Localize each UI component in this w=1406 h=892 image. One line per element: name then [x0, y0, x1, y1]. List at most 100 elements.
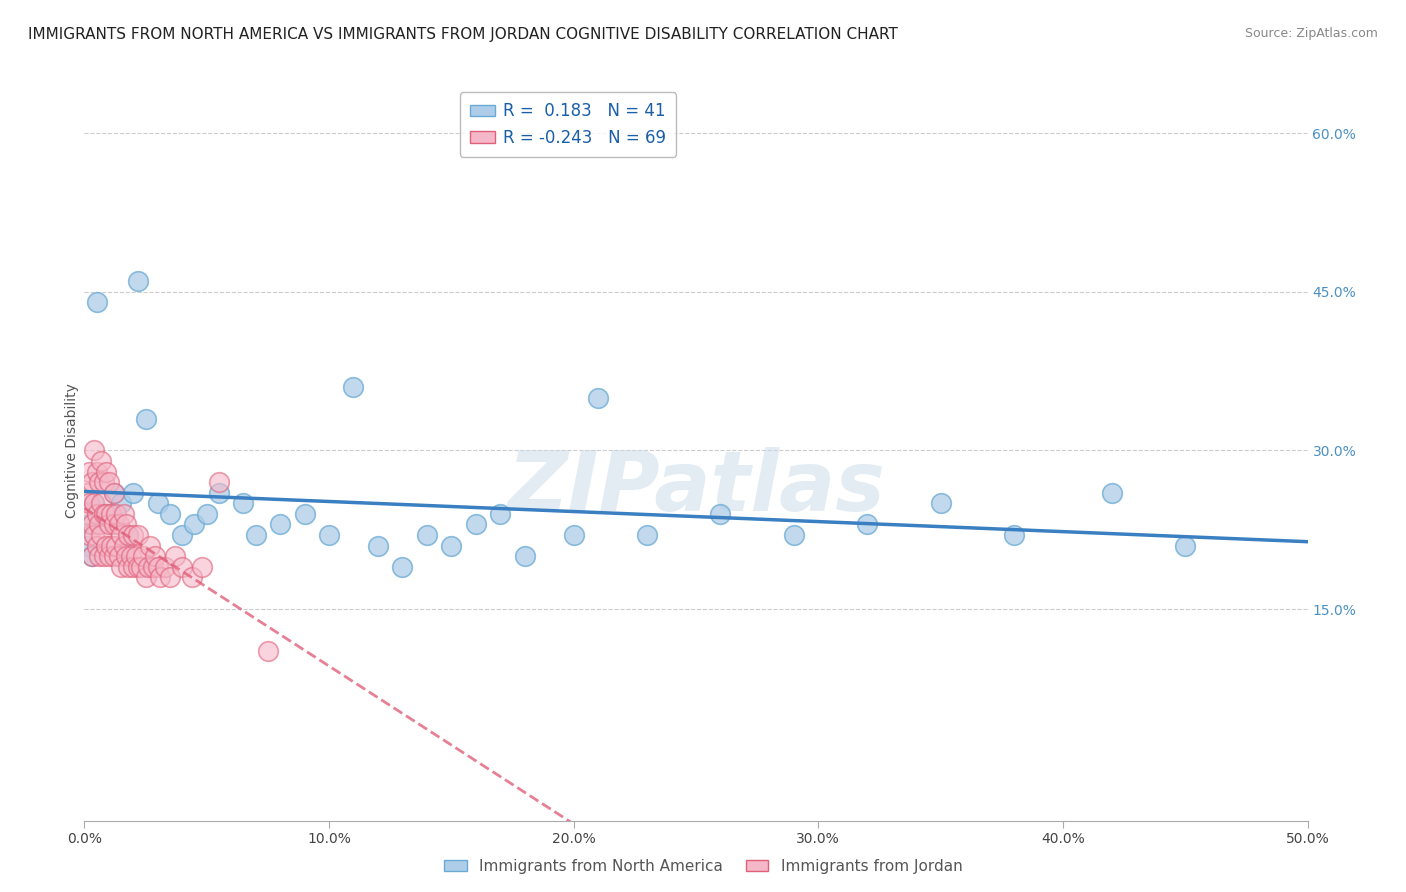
Point [129, 559, 152, 574]
Point [139, 539, 162, 553]
Point [318, 528, 340, 542]
Point [146, 559, 169, 574]
Point [90, 496, 112, 510]
Point [257, 644, 280, 658]
Point [143, 549, 166, 564]
Point [183, 517, 205, 532]
Point [80, 475, 103, 490]
Point [100, 539, 122, 553]
Point [76, 539, 98, 553]
Point [125, 549, 148, 564]
Point [1002, 528, 1025, 542]
Point [93, 507, 115, 521]
Point [83, 528, 105, 542]
Point [83, 496, 105, 510]
Point [97, 507, 120, 521]
Point [122, 485, 145, 500]
Point [100, 507, 122, 521]
Point [416, 528, 439, 542]
Point [105, 507, 128, 521]
Point [342, 380, 364, 394]
Point [208, 485, 231, 500]
Point [122, 528, 145, 542]
Point [112, 507, 135, 521]
Point [76, 485, 98, 500]
Legend: Immigrants from North America, Immigrants from Jordan: Immigrants from North America, Immigrant… [437, 853, 969, 880]
Point [122, 559, 145, 574]
Point [135, 570, 157, 584]
Point [115, 517, 138, 532]
Point [86, 507, 108, 521]
Text: IMMIGRANTS FROM NORTH AMERICA VS IMMIGRANTS FROM JORDAN COGNITIVE DISABILITY COR: IMMIGRANTS FROM NORTH AMERICA VS IMMIGRA… [28, 27, 898, 42]
Point [117, 559, 139, 574]
Point [83, 443, 105, 458]
Point [97, 475, 120, 490]
Point [149, 570, 172, 584]
Point [103, 485, 125, 500]
Point [1101, 485, 1123, 500]
Point [153, 559, 176, 574]
Point [103, 517, 125, 532]
Point [96, 465, 118, 479]
Point [103, 485, 125, 500]
Point [107, 549, 129, 564]
Point [112, 539, 135, 553]
Point [163, 549, 186, 564]
Point [97, 549, 120, 564]
Text: Source: ZipAtlas.com: Source: ZipAtlas.com [1244, 27, 1378, 40]
Point [90, 454, 112, 468]
Point [93, 475, 115, 490]
Point [127, 528, 149, 542]
Point [77, 517, 100, 532]
Point [367, 539, 389, 553]
Point [172, 559, 194, 574]
Point [856, 517, 879, 532]
Point [77, 528, 100, 542]
Point [489, 507, 512, 521]
Point [232, 496, 254, 510]
Point [1174, 539, 1197, 553]
Point [96, 539, 118, 553]
Point [586, 391, 609, 405]
Point [87, 549, 110, 564]
Point [513, 549, 536, 564]
Point [86, 295, 108, 310]
Point [391, 559, 413, 574]
Point [90, 528, 112, 542]
Point [127, 559, 149, 574]
Point [142, 559, 165, 574]
Text: ZIPatlas: ZIPatlas [508, 447, 884, 528]
Point [96, 507, 118, 521]
Point [294, 507, 316, 521]
Point [929, 496, 952, 510]
Point [86, 465, 108, 479]
Point [135, 411, 157, 425]
Legend: R =  0.183   N = 41, R = -0.243   N = 69: R = 0.183 N = 41, R = -0.243 N = 69 [460, 92, 676, 157]
Point [105, 539, 128, 553]
Point [245, 528, 267, 542]
Point [136, 559, 159, 574]
Point [208, 475, 231, 490]
Point [132, 549, 155, 564]
Point [120, 549, 142, 564]
Point [709, 507, 731, 521]
Point [86, 539, 108, 553]
Point [87, 475, 110, 490]
Point [107, 517, 129, 532]
Point [117, 528, 139, 542]
Point [159, 570, 181, 584]
Point [83, 496, 105, 510]
Point [269, 517, 291, 532]
Point [80, 549, 103, 564]
Point [77, 465, 100, 479]
Point [97, 517, 120, 532]
Point [93, 549, 115, 564]
Point [440, 539, 463, 553]
Point [159, 507, 181, 521]
Point [110, 528, 132, 542]
Point [87, 517, 110, 532]
Point [562, 528, 585, 542]
Point [195, 507, 218, 521]
Point [783, 528, 806, 542]
Point [172, 528, 194, 542]
